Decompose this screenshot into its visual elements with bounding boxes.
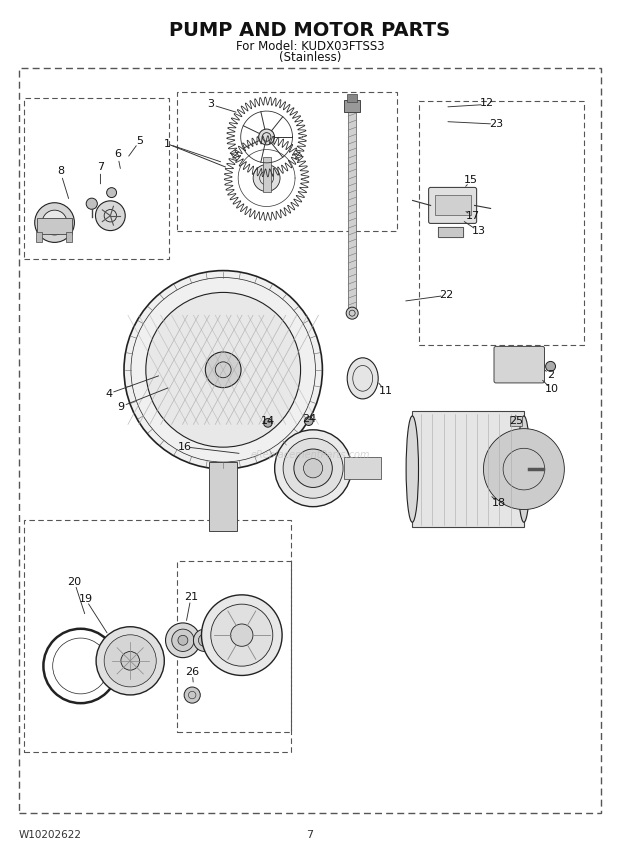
Bar	[344, 457, 381, 479]
Text: 15: 15	[464, 175, 478, 185]
Circle shape	[259, 129, 275, 145]
Circle shape	[231, 624, 253, 646]
Circle shape	[211, 604, 273, 666]
Circle shape	[275, 430, 352, 507]
Circle shape	[484, 429, 564, 509]
Text: 21: 21	[184, 592, 198, 603]
Circle shape	[146, 293, 301, 447]
Text: PUMP AND MOTOR PARTS: PUMP AND MOTOR PARTS	[169, 21, 451, 40]
Text: 17: 17	[466, 211, 479, 221]
Text: 8: 8	[57, 166, 64, 176]
Circle shape	[172, 629, 194, 651]
Text: 1: 1	[164, 139, 171, 149]
Circle shape	[107, 187, 117, 198]
Text: 26: 26	[185, 667, 199, 677]
Text: 20: 20	[68, 577, 81, 587]
Ellipse shape	[347, 358, 378, 399]
Text: 10: 10	[545, 384, 559, 395]
Text: 12: 12	[480, 98, 494, 108]
Text: 14: 14	[261, 416, 275, 426]
Circle shape	[546, 361, 556, 372]
Text: 24: 24	[302, 414, 316, 425]
Circle shape	[193, 629, 216, 651]
Circle shape	[304, 459, 323, 478]
Text: 4: 4	[105, 389, 112, 399]
Text: 7: 7	[97, 162, 104, 172]
Text: 3: 3	[207, 99, 215, 110]
Circle shape	[253, 164, 280, 192]
Bar	[37, 217, 72, 234]
Ellipse shape	[518, 416, 530, 522]
FancyBboxPatch shape	[494, 347, 544, 383]
Bar	[510, 416, 522, 426]
Text: 7: 7	[306, 830, 314, 841]
Circle shape	[124, 270, 322, 469]
Text: (Stainless): (Stainless)	[279, 51, 341, 64]
Circle shape	[86, 198, 97, 210]
Text: 9: 9	[117, 401, 125, 412]
Text: 16: 16	[178, 442, 192, 452]
Circle shape	[96, 627, 164, 695]
Bar	[348, 107, 356, 308]
Circle shape	[198, 634, 211, 646]
Text: For Model: KUDX03FTSS3: For Model: KUDX03FTSS3	[236, 39, 384, 53]
Polygon shape	[438, 228, 463, 237]
Ellipse shape	[406, 416, 419, 522]
Text: 22: 22	[440, 290, 453, 300]
Circle shape	[166, 623, 200, 657]
Bar	[263, 157, 270, 192]
Circle shape	[346, 307, 358, 319]
Bar	[209, 462, 237, 531]
Circle shape	[35, 203, 74, 242]
Circle shape	[304, 417, 313, 425]
Text: eReplacementParts.com: eReplacementParts.com	[250, 450, 370, 461]
Circle shape	[205, 352, 241, 388]
Text: 23: 23	[489, 119, 503, 129]
Circle shape	[121, 651, 140, 670]
Bar	[435, 195, 471, 216]
Text: 19: 19	[79, 594, 92, 604]
Text: 2: 2	[547, 370, 554, 380]
Text: 5: 5	[136, 136, 143, 146]
Circle shape	[202, 595, 282, 675]
Text: 25: 25	[509, 416, 523, 426]
Circle shape	[294, 449, 332, 487]
Circle shape	[42, 211, 67, 235]
FancyBboxPatch shape	[428, 187, 477, 223]
Text: 13: 13	[472, 226, 485, 236]
Circle shape	[178, 635, 188, 645]
Circle shape	[283, 438, 343, 498]
Bar	[412, 412, 524, 527]
Bar	[36, 233, 42, 242]
Text: 11: 11	[379, 386, 393, 396]
Text: 18: 18	[492, 498, 506, 508]
Text: W10202622: W10202622	[19, 830, 82, 841]
Bar	[347, 94, 357, 102]
Circle shape	[184, 687, 200, 703]
Circle shape	[95, 201, 125, 230]
Circle shape	[104, 635, 156, 687]
Bar	[344, 100, 360, 112]
Circle shape	[264, 419, 272, 427]
Text: 6: 6	[114, 149, 122, 159]
Bar	[66, 233, 72, 242]
